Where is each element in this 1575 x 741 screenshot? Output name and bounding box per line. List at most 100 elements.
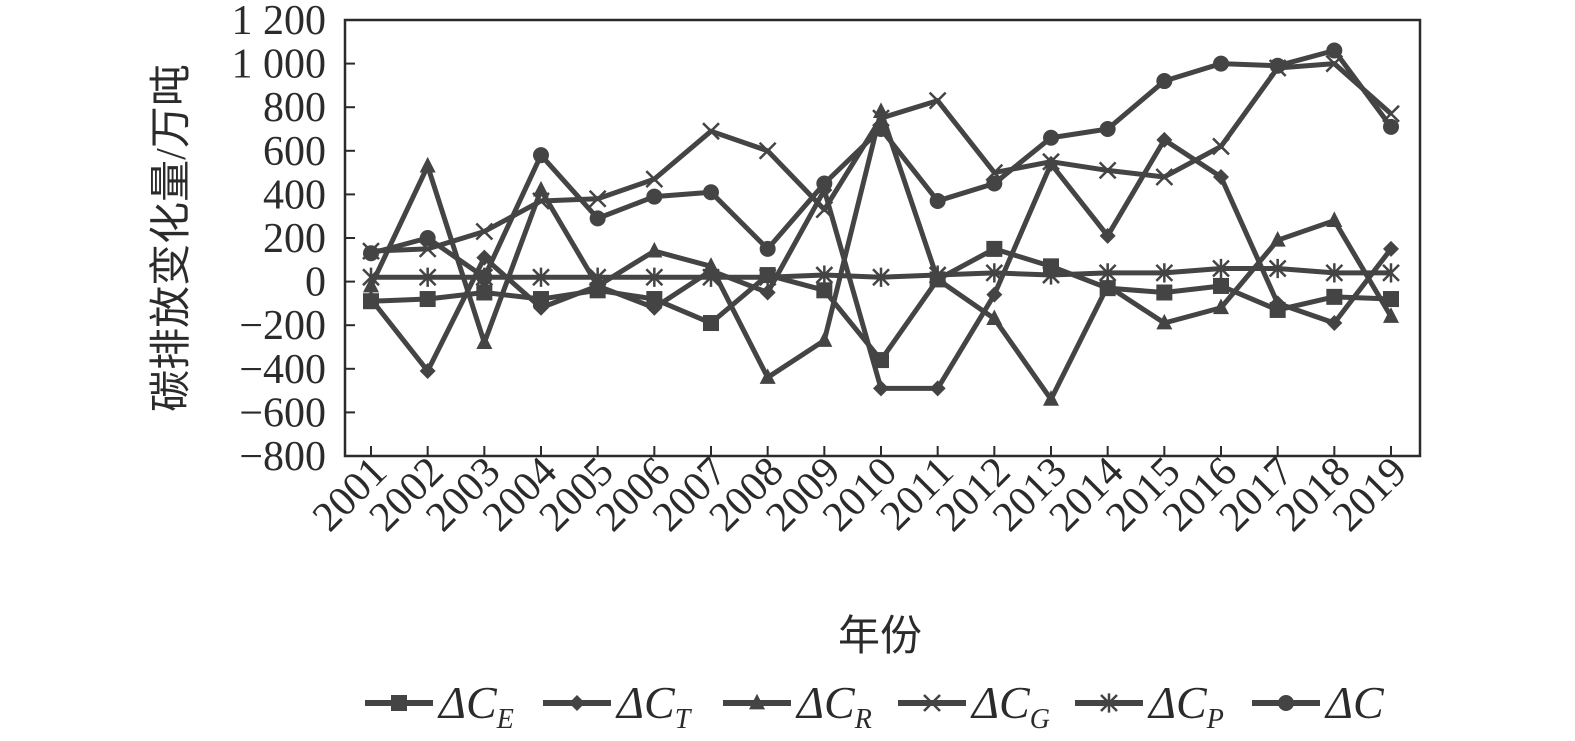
data-point-total	[1269, 57, 1286, 74]
data-point-R	[533, 180, 549, 197]
series-G	[362, 54, 1400, 260]
data-point-G	[1212, 137, 1230, 156]
data-point-G	[1042, 152, 1060, 171]
data-point-G	[475, 222, 494, 241]
series-E	[363, 240, 1399, 369]
series-line-total	[370, 48, 1394, 280]
legend-label: ΔC	[1324, 677, 1385, 728]
data-point-G	[702, 122, 720, 141]
legend-item-P: ΔCP	[1075, 677, 1224, 735]
data-point-E	[1326, 288, 1343, 305]
data-point-total	[363, 245, 379, 262]
data-point-R	[646, 241, 663, 258]
data-point-P	[702, 267, 720, 287]
data-point-R	[1043, 390, 1059, 406]
data-point-E	[986, 240, 1003, 257]
data-point-total	[816, 175, 833, 192]
data-point-P	[1042, 265, 1060, 285]
data-point-P	[1268, 258, 1287, 279]
data-point-P	[1098, 263, 1117, 283]
legend-swatch-marker	[923, 694, 941, 712]
data-point-total	[1326, 42, 1343, 59]
y-tick-label: 600	[263, 129, 326, 175]
data-point-T	[476, 249, 493, 266]
data-point-P	[928, 265, 947, 285]
data-point-P	[1212, 258, 1230, 279]
data-point-total	[703, 184, 719, 201]
legend-label: ΔCP	[1147, 677, 1224, 735]
data-point-R	[419, 156, 436, 173]
y-tick-label: −200	[239, 303, 326, 349]
data-point-T	[759, 284, 776, 301]
data-point-G	[1155, 168, 1174, 186]
legend-label: ΔCG	[970, 677, 1050, 735]
series-line-G	[370, 61, 1393, 254]
legend-label: ΔCR	[795, 677, 872, 735]
data-point-total	[419, 230, 436, 246]
data-point-G	[758, 141, 777, 160]
series-R	[363, 102, 1399, 406]
data-point-E	[873, 352, 889, 369]
data-point-total	[986, 175, 1003, 192]
data-point-P	[985, 263, 1004, 283]
data-point-G	[815, 200, 834, 219]
series-line-E	[370, 246, 1392, 363]
data-point-R	[1383, 307, 1399, 323]
legend-item-E: ΔCE	[365, 677, 514, 735]
legend-label-subscript: R	[854, 704, 872, 735]
series-line-T	[369, 137, 1393, 391]
data-point-G	[532, 192, 550, 210]
legend-swatch-marker	[1100, 693, 1118, 713]
data-point-total	[1043, 129, 1059, 146]
data-point-T	[1213, 168, 1229, 185]
series-P	[362, 258, 1400, 287]
data-point-T	[363, 291, 379, 308]
data-point-total	[1156, 73, 1173, 90]
data-point-T	[1383, 240, 1399, 257]
data-point-T	[1099, 227, 1116, 244]
data-point-total	[589, 210, 606, 227]
data-point-E	[476, 284, 493, 301]
y-tick-label: 0	[305, 260, 326, 306]
data-point-G	[645, 170, 664, 189]
data-point-E	[816, 282, 833, 299]
data-point-E	[703, 315, 719, 332]
data-point-P	[362, 267, 380, 287]
data-point-R	[1326, 211, 1343, 227]
data-point-P	[645, 267, 664, 287]
data-point-total	[929, 192, 946, 209]
data-point-E	[1213, 277, 1229, 294]
data-point-R	[986, 309, 1003, 326]
data-point-E	[419, 291, 436, 308]
y-tick-label: 200	[263, 216, 326, 262]
y-axis-title: 碳排放变化量/万吨	[148, 64, 195, 412]
data-point-R	[816, 331, 833, 347]
legend-item-R: ΔCR	[723, 677, 872, 735]
legend-label-subscript: E	[496, 704, 514, 735]
legend-label-subscript: P	[1206, 704, 1224, 735]
data-point-total	[476, 269, 493, 286]
data-point-T	[1269, 295, 1286, 312]
y-tick-label: −800	[239, 434, 326, 480]
legend: ΔCE ΔCT ΔCR ΔCG ΔCP ΔC	[365, 677, 1385, 735]
data-point-total	[873, 121, 889, 137]
data-point-E	[1156, 284, 1173, 301]
data-point-P	[418, 267, 437, 287]
series-layer	[362, 42, 1400, 406]
data-point-R	[1099, 276, 1116, 293]
data-point-total	[1213, 55, 1229, 72]
legend-swatch-marker	[569, 695, 585, 711]
data-point-P	[1325, 263, 1344, 283]
data-point-T	[873, 380, 889, 397]
data-point-total	[1099, 121, 1116, 137]
data-point-P	[815, 265, 834, 285]
data-point-total	[759, 240, 776, 257]
legend-label: ΔCE	[437, 677, 514, 735]
data-point-P	[532, 267, 550, 287]
data-point-T	[646, 299, 663, 316]
data-point-G	[928, 91, 947, 110]
data-point-R	[759, 368, 776, 384]
